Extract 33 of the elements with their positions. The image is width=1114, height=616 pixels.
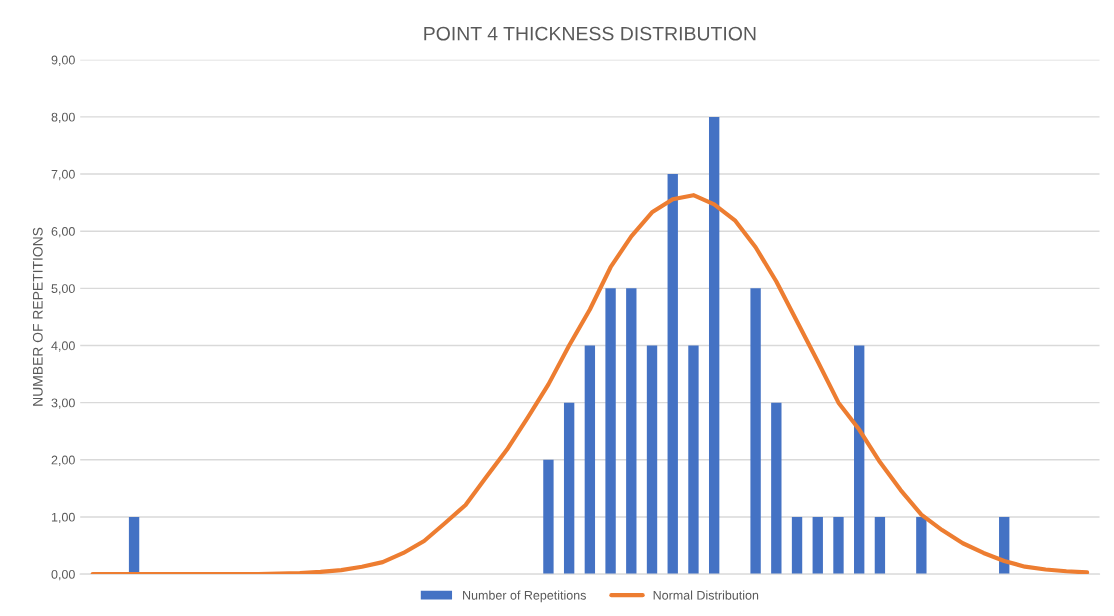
bar xyxy=(916,516,927,575)
y-tick-label: 0,00 xyxy=(51,569,75,581)
y-tick-label: 5,00 xyxy=(51,284,75,295)
bar xyxy=(812,516,823,575)
legend-label: Normal Distribution xyxy=(653,590,759,600)
bar xyxy=(605,288,616,575)
legend-label: Number of Repetitions xyxy=(463,590,586,603)
bar xyxy=(543,459,554,575)
bar xyxy=(771,402,782,575)
y-tick-label: 6,00 xyxy=(51,227,75,238)
bar xyxy=(688,345,699,575)
bar xyxy=(833,516,844,575)
bar xyxy=(874,516,886,575)
y-tick-label: 3,00 xyxy=(51,398,75,409)
y-tick-label: 2,00 xyxy=(51,455,75,466)
bar xyxy=(646,345,658,575)
bar xyxy=(128,516,140,575)
bar xyxy=(791,516,803,575)
y-tick-label: 9,00 xyxy=(51,55,75,66)
chart-title: POINT 4 THICKNESS DISTRIBUTION xyxy=(424,26,756,41)
bar xyxy=(563,402,575,575)
bar xyxy=(708,116,720,575)
y-tick-label: 8,00 xyxy=(51,112,75,124)
y-tick-label: 7,00 xyxy=(51,169,75,181)
bar xyxy=(626,288,637,575)
bar xyxy=(750,288,761,575)
bar xyxy=(854,345,865,575)
bar xyxy=(584,345,596,575)
y-axis-title: NUMBER OF REPETITIONS xyxy=(32,227,43,406)
bar xyxy=(667,174,678,575)
y-tick-label: 1,00 xyxy=(51,512,75,524)
line-series xyxy=(90,193,1090,575)
y-tick-label: 4,00 xyxy=(51,341,75,352)
